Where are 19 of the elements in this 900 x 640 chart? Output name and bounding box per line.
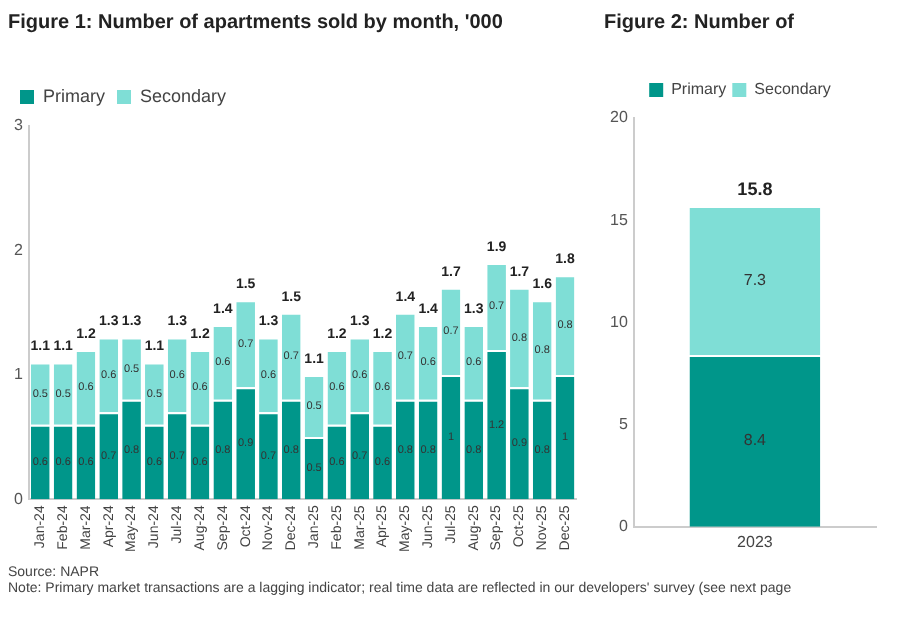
- y-tick-label: 3: [13, 116, 24, 135]
- y-tick-label: 10: [609, 312, 629, 331]
- y-tick-label: 20: [609, 108, 629, 127]
- chart-title: Figure 1: Number of apartments sold by month, '000: [8, 12, 505, 38]
- chart-title: Figure 2: Number of: [604, 12, 797, 38]
- legend-label: Secondary: [140, 85, 228, 106]
- total-label: 15.8: [737, 178, 773, 199]
- y-tick-label: 15: [609, 210, 629, 229]
- x-tick-label: 2023: [737, 532, 774, 551]
- y-tick-label: 1: [13, 365, 24, 384]
- y-tick-label: 0: [13, 489, 24, 508]
- data-label: 7.3: [743, 270, 768, 289]
- legend-label: Primary: [671, 80, 727, 99]
- y-tick-label: 2: [13, 240, 24, 259]
- y-tick-label: 5: [618, 415, 629, 434]
- data-label: 8.4: [743, 431, 768, 450]
- legend-label: Secondary: [754, 80, 831, 99]
- y-tick-label: 0: [618, 517, 629, 536]
- legend-label: Primary: [43, 85, 106, 106]
